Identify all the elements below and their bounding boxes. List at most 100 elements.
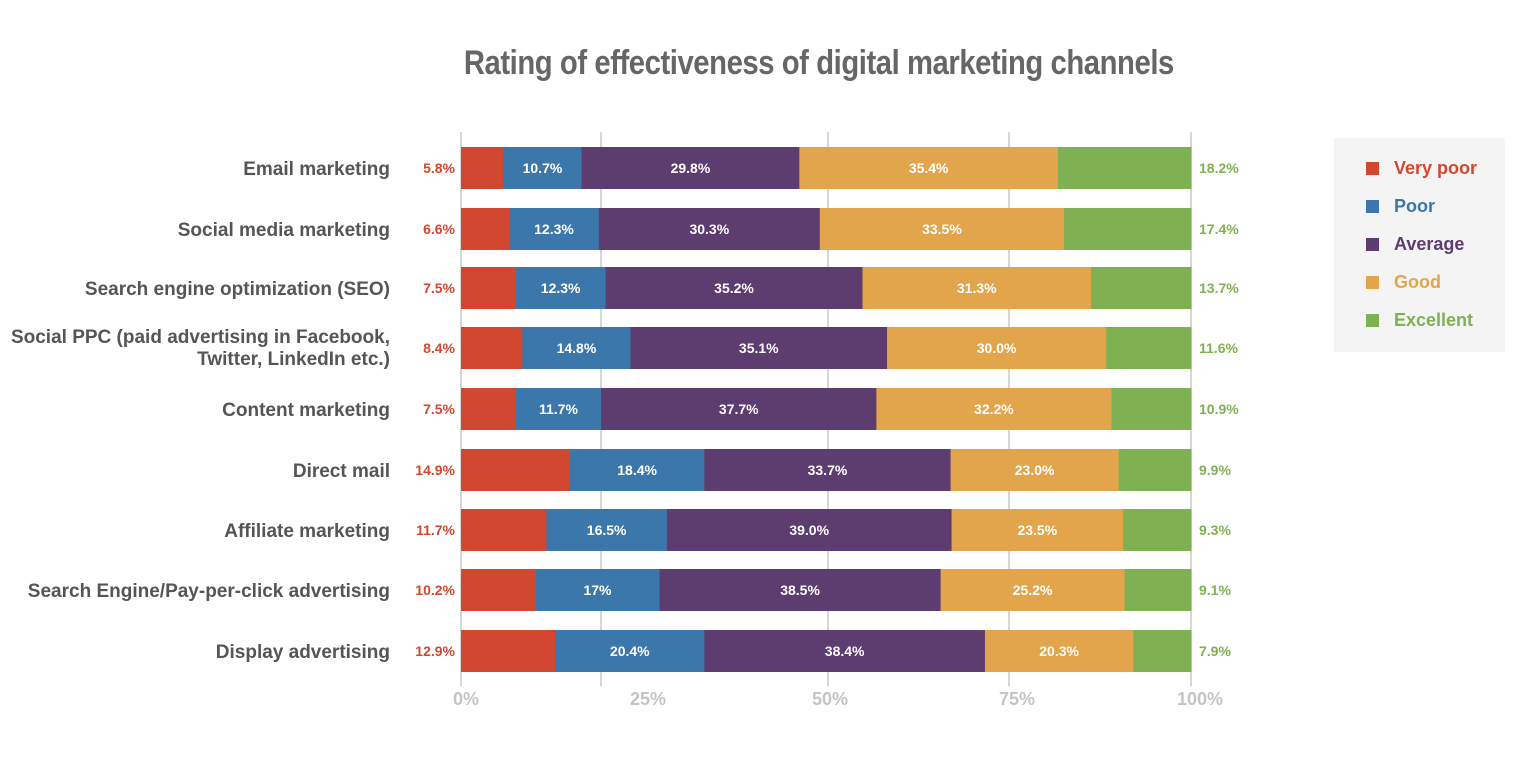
chart-title: Rating of effectiveness of digital marke… — [463, 44, 1174, 82]
data-label: 12.9% — [415, 643, 455, 659]
data-label: 23.0% — [1015, 462, 1055, 478]
legend-item: Excellent — [1366, 310, 1473, 330]
bar-segment-poor — [569, 449, 705, 491]
bar-segment-average — [605, 267, 863, 309]
bar-segment-poor — [515, 267, 607, 309]
bar-segment-very-poor — [461, 208, 510, 250]
data-label: 38.4% — [825, 643, 865, 659]
bar-segment-good — [876, 388, 1112, 430]
bar-segment-average — [598, 208, 821, 250]
category-label: Search engine optimization (SEO) — [85, 279, 390, 300]
bar-segment-good — [799, 147, 1059, 189]
data-label: 35.4% — [909, 160, 949, 176]
bar-segment-poor — [546, 509, 668, 551]
data-label: 11.6% — [1199, 340, 1238, 356]
data-label: 5.8% — [423, 160, 455, 176]
category-label: Search Engine/Pay-per-click advertising — [28, 581, 390, 602]
legend-item: Good — [1366, 272, 1441, 292]
data-label: 35.2% — [714, 280, 754, 296]
data-label: 11.7% — [416, 522, 455, 538]
data-label: 20.3% — [1039, 643, 1079, 659]
legend-item: Very poor — [1366, 158, 1477, 178]
data-label: 35.1% — [739, 340, 779, 356]
data-label: 18.4% — [617, 462, 657, 478]
legend-label: Excellent — [1394, 309, 1474, 330]
data-label: 10.7% — [523, 160, 563, 176]
data-label: 7.9% — [1199, 643, 1231, 659]
data-label: 8.4% — [423, 340, 455, 356]
bar-segment-average — [630, 327, 888, 369]
legend-item: Average — [1366, 234, 1464, 254]
data-label: 31.3% — [957, 280, 997, 296]
bar-segment-good — [862, 267, 1092, 309]
bar-segment-average — [666, 509, 953, 551]
category-label: Direct mail — [293, 461, 390, 482]
legend-swatch — [1366, 199, 1379, 213]
bar-segment-average — [704, 630, 986, 672]
data-label: 7.5% — [423, 280, 455, 296]
data-label: 33.7% — [808, 462, 848, 478]
bar-segment-poor — [503, 147, 583, 189]
bar-segment-poor — [522, 327, 632, 369]
bar-segment-very-poor — [461, 267, 517, 309]
bar-segment-poor — [515, 388, 602, 430]
legend-swatch — [1366, 275, 1379, 289]
data-label: 29.8% — [671, 160, 711, 176]
data-label: 17.4% — [1199, 221, 1239, 237]
data-label: 12.3% — [541, 280, 581, 296]
bar-segment-excellent — [1058, 147, 1192, 189]
data-label: 9.9% — [1199, 462, 1231, 478]
bar-segment-excellent — [1111, 388, 1192, 430]
data-label: 12.3% — [534, 221, 574, 237]
bar-segment-poor — [555, 630, 705, 672]
data-label: 38.5% — [780, 582, 820, 598]
data-label: 30.0% — [977, 340, 1017, 356]
bar-segment-very-poor — [461, 509, 547, 551]
bar-segment-excellent — [1133, 630, 1192, 672]
data-label: 7.5% — [423, 401, 455, 417]
legend-label: Poor — [1394, 195, 1436, 216]
data-label: 9.1% — [1199, 582, 1231, 598]
bar-segment-poor — [509, 208, 600, 250]
bar-segment-good — [951, 509, 1124, 551]
bar-segment-good — [940, 569, 1126, 611]
data-label: 18.2% — [1199, 160, 1239, 176]
legend-label: Average — [1394, 233, 1465, 254]
bar-segment-good — [887, 327, 1107, 369]
legend-swatch — [1366, 237, 1379, 251]
bar-segment-good — [950, 449, 1120, 491]
bar-segment-very-poor — [461, 569, 536, 611]
bar-segment-good — [819, 208, 1065, 250]
data-label: 32.2% — [974, 401, 1014, 417]
category-label: Social media marketing — [178, 220, 390, 241]
legend-swatch — [1366, 161, 1379, 175]
bar-segment-average — [704, 449, 952, 491]
data-label: 23.5% — [1017, 522, 1057, 538]
category-label: Affiliate marketing — [224, 521, 390, 542]
bar-segment-excellent — [1124, 569, 1192, 611]
legend: Very poor Poor Average Good Excellent — [1334, 138, 1505, 352]
bar-segment-excellent — [1123, 509, 1192, 551]
data-label: 33.5% — [922, 221, 962, 237]
x-tick-label: 25% — [630, 689, 666, 709]
legend-label: Very poor — [1394, 157, 1478, 178]
data-label: 30.3% — [689, 221, 729, 237]
bar-segment-poor — [535, 569, 661, 611]
data-label: 39.0% — [789, 522, 829, 538]
bar-segment-very-poor — [461, 630, 556, 672]
data-label: 9.3% — [1199, 522, 1231, 538]
data-label: 14.8% — [557, 340, 597, 356]
bar-segment-very-poor — [461, 327, 523, 369]
bar-segment-average — [659, 569, 942, 611]
bar-segment-very-poor — [461, 147, 504, 189]
category-label: Twitter, LinkedIn etc.) — [197, 349, 390, 370]
data-label: 16.5% — [587, 522, 627, 538]
x-tick-label: 0% — [453, 689, 479, 709]
legend-label: Good — [1394, 271, 1441, 292]
category-label: Social PPC (paid advertising in Facebook… — [11, 327, 390, 348]
data-label: 17% — [583, 582, 612, 598]
bar-segment-excellent — [1064, 208, 1192, 250]
bar-segment-very-poor — [461, 388, 517, 430]
